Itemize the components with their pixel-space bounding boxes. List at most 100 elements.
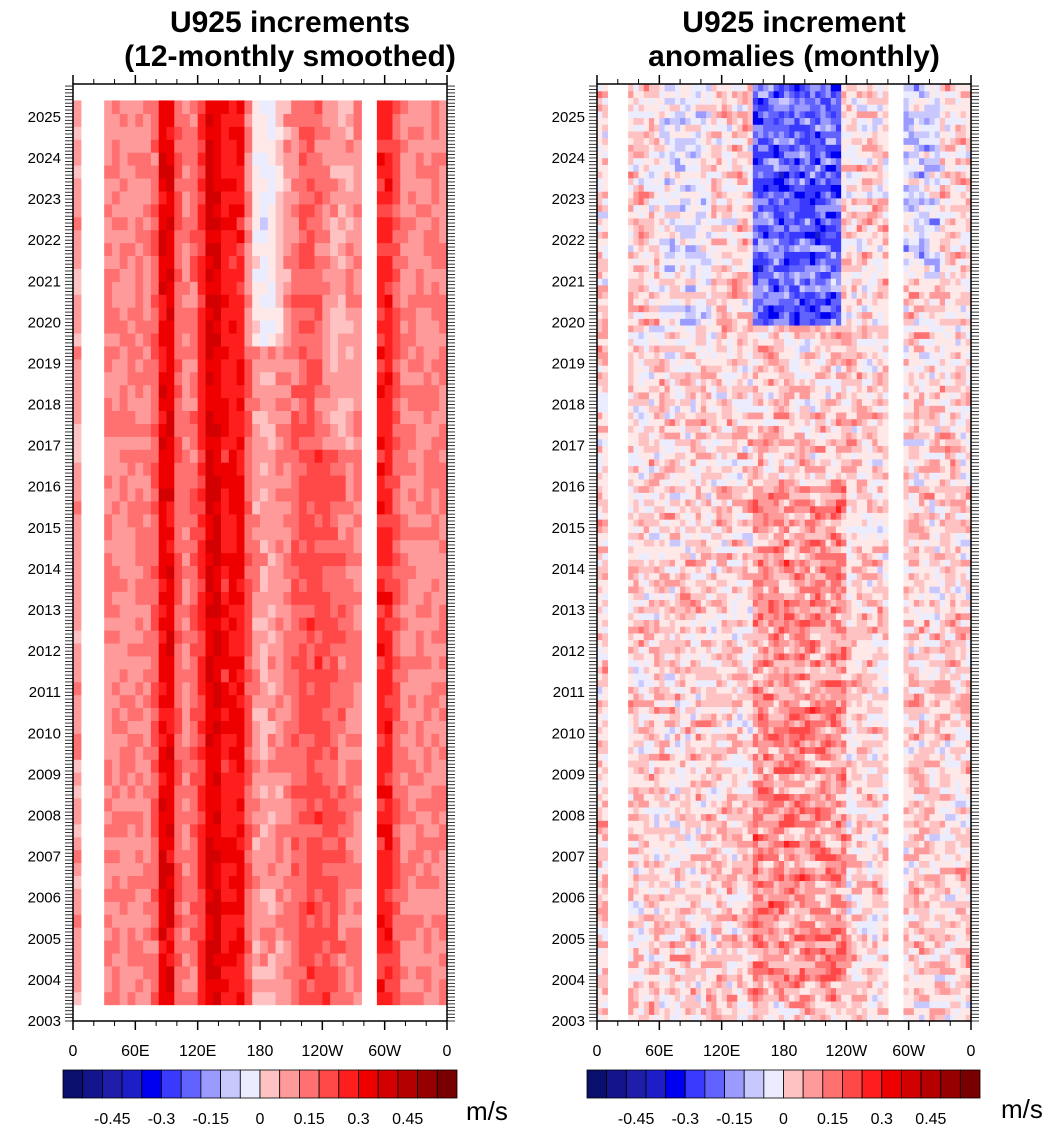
heatmap-cell (929, 994, 936, 1002)
heatmap-cell (166, 991, 175, 1006)
heatmap-cell (820, 887, 827, 895)
heatmap-cell (400, 836, 409, 851)
heatmap-cell (205, 668, 214, 683)
heatmap-cell (158, 849, 168, 864)
heatmap-cell (758, 880, 764, 888)
heatmap-cell (439, 927, 448, 941)
heatmap-cell (747, 980, 754, 989)
heatmap-cell (706, 893, 712, 902)
heatmap-cell (439, 939, 448, 954)
heatmap-cell (119, 862, 129, 876)
heatmap-cell (228, 991, 238, 1006)
heatmap-cell (939, 907, 946, 915)
heatmap-cell (674, 893, 681, 902)
heatmap-cell (706, 907, 712, 915)
heatmap-cell (794, 913, 801, 922)
heatmap-cell (408, 849, 417, 864)
heatmap-cell (236, 862, 246, 876)
heatmap-cell (384, 681, 394, 696)
heatmap-cell (283, 862, 292, 876)
heatmap-cell (815, 1000, 821, 1009)
heatmap-cell (851, 954, 858, 962)
heatmap-cell (846, 980, 853, 989)
heatmap-cell (960, 960, 967, 969)
heatmap-cell (119, 965, 129, 980)
heatmap-cell (695, 907, 702, 915)
heatmap-cell (758, 967, 764, 975)
heatmap-cell (213, 797, 222, 812)
heatmap-cell (260, 784, 269, 799)
heatmap-cell (856, 887, 863, 895)
heatmap-cell (189, 720, 199, 734)
heatmap-cell (314, 875, 323, 889)
heatmap-cell (643, 987, 650, 995)
heatmap-cell (939, 960, 946, 969)
heatmap-cell (628, 974, 634, 982)
heatmap-cell (143, 810, 152, 825)
heatmap-cell (252, 991, 261, 1006)
heatmap-cell (189, 759, 199, 773)
heatmap-cell (830, 954, 837, 962)
heatmap-cell (143, 875, 152, 889)
heatmap-cell (939, 900, 946, 908)
heatmap-cell (794, 927, 801, 935)
heatmap-cell (244, 655, 253, 670)
heatmap-cell (252, 927, 261, 941)
heatmap-cell (275, 784, 284, 799)
heatmap-cell (119, 694, 129, 709)
heatmap-cell (415, 630, 425, 644)
heatmap-cell (778, 927, 785, 935)
heatmap-cell (322, 888, 331, 902)
heatmap-cell (815, 893, 821, 902)
heatmap-cell (628, 920, 634, 928)
heatmap-cell (267, 681, 277, 696)
heatmap-cell (260, 772, 269, 786)
heatmap-cell (189, 733, 199, 747)
heatmap-cell (283, 630, 292, 644)
heatmap-cell (135, 939, 144, 954)
heatmap-cell (872, 974, 879, 982)
heatmap-cell (431, 707, 440, 722)
heatmap-cell (716, 954, 723, 962)
heatmap-cell (955, 994, 962, 1002)
heatmap-cell (799, 907, 806, 915)
heatmap-cell (392, 862, 401, 876)
heatmap-cell (314, 965, 323, 980)
heatmap-cell (643, 967, 650, 975)
heatmap-cell (252, 681, 261, 696)
heatmap-cell (283, 784, 292, 799)
heatmap-cell (669, 960, 676, 969)
heatmap-cell (384, 888, 394, 902)
heatmap-cell (690, 880, 697, 888)
heatmap-cell (431, 655, 440, 670)
heatmap-cell (158, 630, 168, 644)
heatmap-cell (236, 655, 246, 670)
heatmap-cell (392, 604, 401, 618)
heatmap-cell (306, 694, 316, 709)
heatmap-cell (275, 965, 284, 980)
heatmap-cell (669, 980, 676, 989)
heatmap-cell (716, 974, 723, 982)
heatmap-cell (758, 960, 764, 969)
heatmap-cell (182, 797, 191, 812)
heatmap-cell (950, 980, 957, 989)
heatmap-cell (322, 707, 331, 722)
heatmap-cell (119, 733, 129, 747)
heatmap-cell (135, 746, 144, 760)
heatmap-cell (924, 927, 931, 935)
heatmap-cell (197, 630, 207, 644)
heatmap-cell (867, 900, 873, 908)
heatmap-cell (794, 887, 801, 895)
heatmap-cell (353, 849, 362, 864)
heatmap-cell (711, 927, 718, 935)
heatmap-cell (628, 947, 634, 955)
heatmap-cell (345, 694, 355, 709)
heatmap-cell (135, 965, 144, 980)
heatmap-cell (861, 893, 868, 902)
heatmap-cell (659, 893, 666, 902)
heatmap-cell (851, 887, 858, 895)
heatmap-cell (643, 1000, 650, 1009)
heatmap-cell (376, 720, 386, 734)
heatmap-cell (119, 720, 129, 734)
heatmap-cell (127, 927, 136, 941)
